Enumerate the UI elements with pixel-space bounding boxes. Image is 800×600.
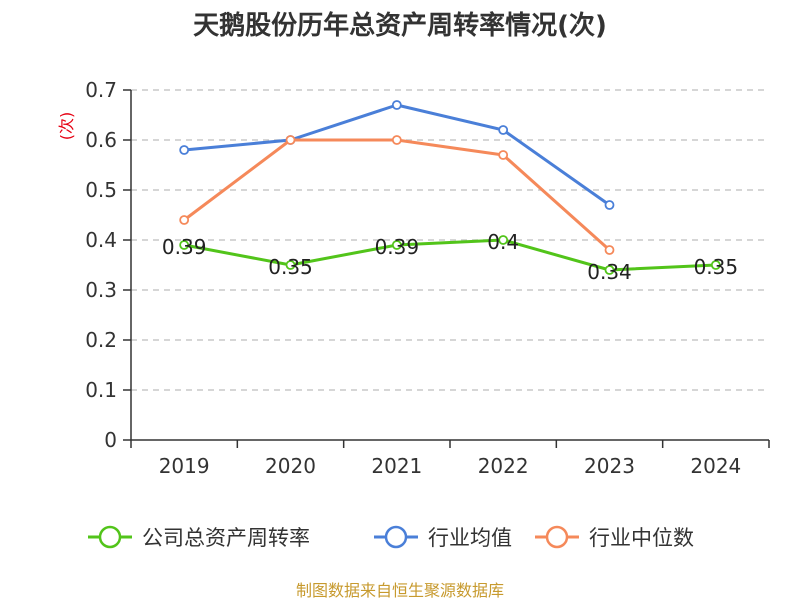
data-point xyxy=(604,265,615,275)
legend-item[interactable]: 公司总资产周转率 xyxy=(88,525,310,550)
data-label: 0.39 xyxy=(162,235,207,259)
legend-swatch-marker xyxy=(384,525,408,549)
x-tick-label: 2022 xyxy=(478,454,529,478)
data-point xyxy=(179,145,190,155)
y-axis-label: (次) xyxy=(57,112,76,141)
data-point xyxy=(498,150,509,160)
y-axis-ticks: 0 0.1 0.2 0.3 0.4 0.5 0.6 0.7 xyxy=(85,78,132,452)
data-label: 0.35 xyxy=(268,255,313,279)
data-point xyxy=(285,260,296,270)
series-line xyxy=(183,238,716,272)
data-point xyxy=(391,100,402,110)
data-point xyxy=(391,240,402,250)
y-tick-label: 0.7 xyxy=(85,78,117,102)
x-tick-label: 2021 xyxy=(371,454,422,478)
y-tick-label: 0.3 xyxy=(85,278,117,302)
legend: 公司总资产周转率 行业均值 行业中位数 xyxy=(88,525,694,550)
legend-swatch-marker xyxy=(98,525,122,549)
y-tick-label: 0.4 xyxy=(85,228,117,252)
y-tick-label: 0.5 xyxy=(85,178,117,202)
x-axis: 2019 2020 2021 2022 2023 2024 xyxy=(130,439,770,478)
series-1 xyxy=(179,100,615,210)
x-tick-label: 2020 xyxy=(265,454,316,478)
y-tick-label: 0 xyxy=(104,428,117,452)
legend-item[interactable]: 行业均值 xyxy=(374,525,512,550)
data-label: 0.35 xyxy=(694,255,739,279)
x-tick-label: 2019 xyxy=(159,454,210,478)
series-line xyxy=(183,138,611,252)
legend-swatch-marker xyxy=(545,525,569,549)
data-point xyxy=(179,215,190,225)
data-point xyxy=(498,235,509,245)
legend-label: 公司总资产周转率 xyxy=(142,526,310,550)
x-tick-label: 2023 xyxy=(584,454,635,478)
data-labels: 0.39 0.35 0.39 0.4 0.34 0.35 xyxy=(162,230,738,284)
data-label: 0.39 xyxy=(375,235,420,259)
data-point xyxy=(498,125,509,135)
data-label: 0.34 xyxy=(587,260,632,284)
chart-title: 天鹅股份历年总资产周转率情况(次) xyxy=(193,10,607,41)
data-label: 0.4 xyxy=(487,230,519,254)
source-note: 制图数据来自恒生聚源数据库 xyxy=(296,581,504,600)
data-point xyxy=(285,135,296,145)
data-point xyxy=(604,200,615,210)
data-point xyxy=(604,245,615,255)
data-point xyxy=(179,240,190,250)
y-tick-label: 0.1 xyxy=(85,378,117,402)
series-0 xyxy=(179,235,721,275)
y-tick-label: 0.2 xyxy=(85,328,117,352)
legend-label: 行业中位数 xyxy=(589,526,694,550)
legend-label: 行业均值 xyxy=(428,526,512,550)
gridlines xyxy=(131,89,769,391)
data-point xyxy=(710,260,721,270)
y-tick-label: 0.6 xyxy=(85,128,117,152)
series-group xyxy=(179,100,721,275)
legend-item[interactable]: 行业中位数 xyxy=(535,525,694,550)
data-point xyxy=(391,135,402,145)
x-tick-label: 2024 xyxy=(690,454,741,478)
series-2 xyxy=(179,135,615,255)
